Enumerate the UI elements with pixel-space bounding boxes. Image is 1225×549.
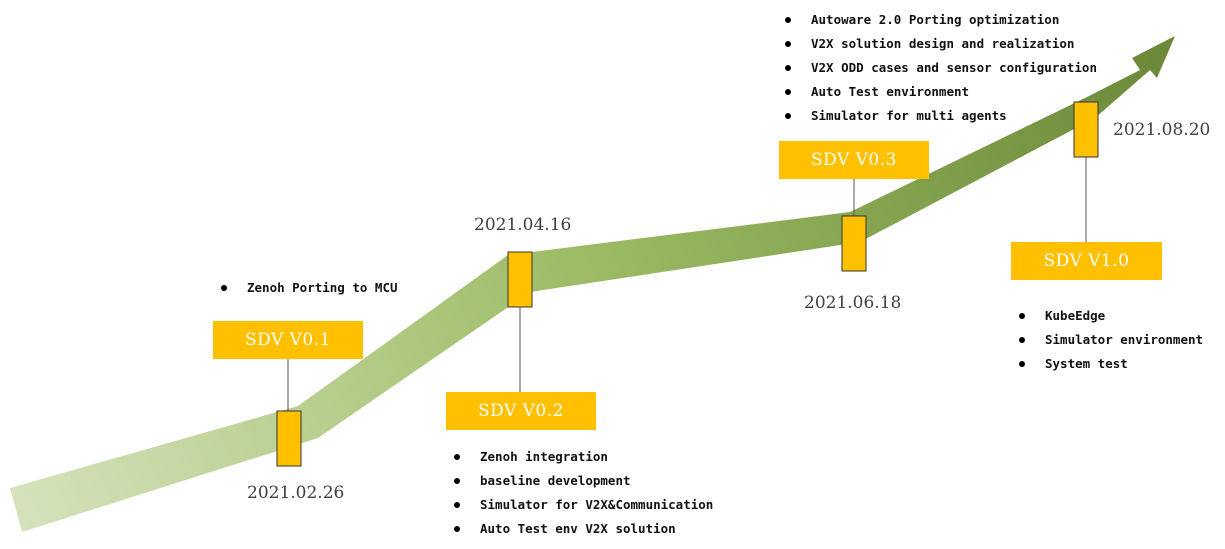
feature-list: Zenoh Porting to MCU: [219, 276, 398, 300]
version-label: SDV V1.0: [1011, 242, 1162, 280]
milestone-marker-icon: [276, 410, 302, 467]
milestone-marker-icon: [841, 215, 867, 272]
feature-item: V2X ODD cases and sensor configuration: [783, 56, 1097, 80]
feature-item: Simulator for multi agents: [783, 104, 1097, 128]
milestone-marker-icon: [1073, 101, 1099, 158]
feature-item: System test: [1017, 352, 1203, 376]
feature-item: Simulator environment: [1017, 328, 1203, 352]
feature-list: Autoware 2.0 Porting optimization V2X so…: [783, 8, 1097, 128]
feature-item: Auto Test environment: [783, 80, 1097, 104]
version-label: SDV V0.1: [213, 321, 363, 359]
version-label: SDV V0.3: [779, 141, 929, 179]
date-label: 2021.06.18: [804, 293, 902, 313]
feature-list: Zenoh integration baseline development S…: [452, 445, 713, 541]
version-label: SDV V0.2: [446, 392, 596, 430]
feature-item: baseline development: [452, 469, 713, 493]
feature-item: V2X solution design and realization: [783, 32, 1097, 56]
feature-item: Zenoh Porting to MCU: [219, 276, 398, 300]
feature-item: KubeEdge: [1017, 304, 1203, 328]
feature-item: Zenoh integration: [452, 445, 713, 469]
date-label: 2021.08.20: [1113, 120, 1211, 140]
timeline-arrow-icon: [10, 36, 1175, 532]
date-label: 2021.02.26: [247, 483, 345, 503]
milestone-marker-icon: [507, 251, 533, 308]
feature-list: KubeEdge Simulator environment System te…: [1017, 304, 1203, 376]
feature-item: Auto Test env V2X solution: [452, 517, 713, 541]
feature-item: Autoware 2.0 Porting optimization: [783, 8, 1097, 32]
date-label: 2021.04.16: [474, 215, 572, 235]
feature-item: Simulator for V2X&Communication: [452, 493, 713, 517]
